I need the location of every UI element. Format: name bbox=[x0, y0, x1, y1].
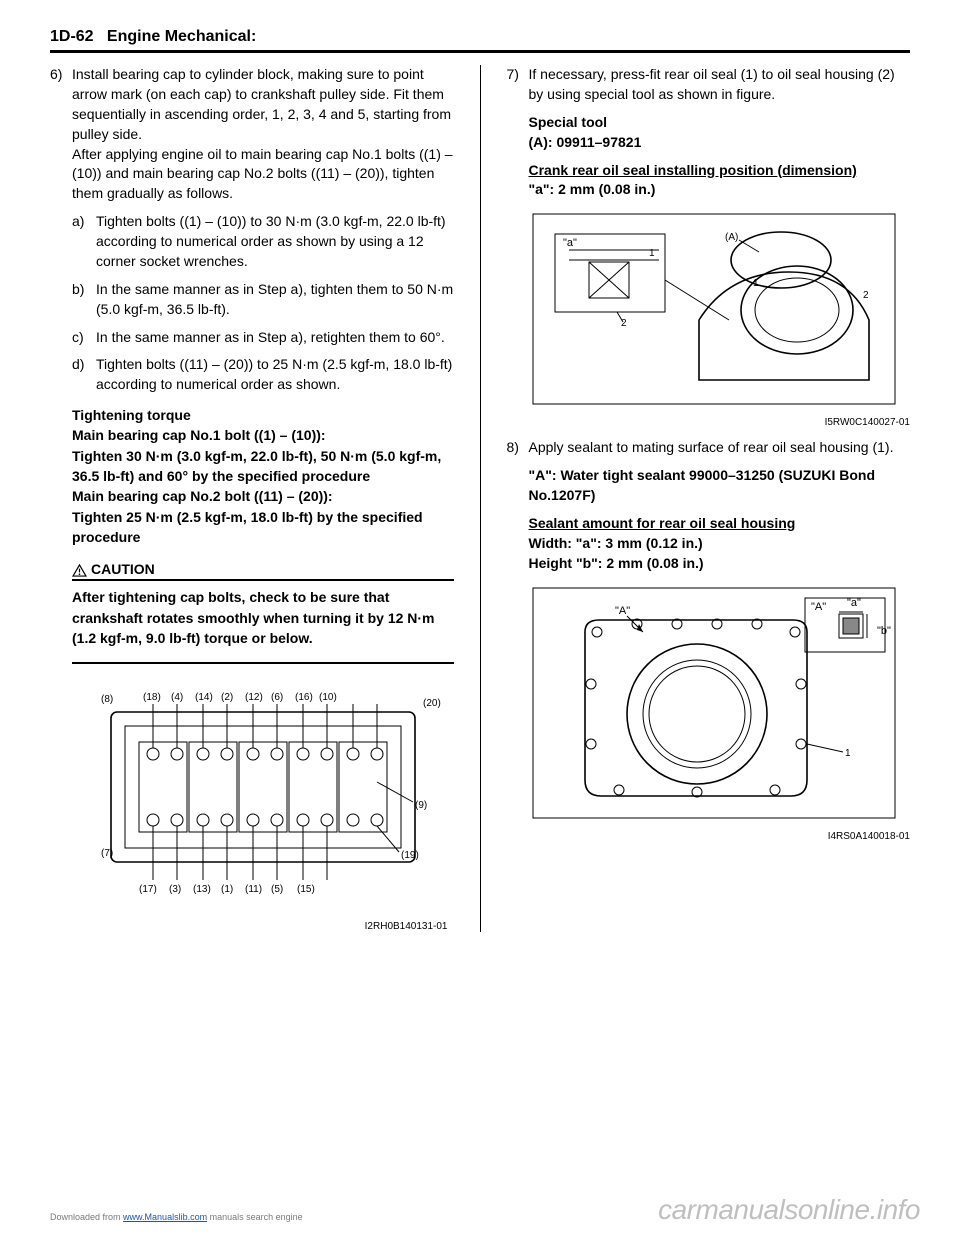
torque-title: Tightening torque bbox=[72, 405, 454, 425]
caution-heading: CAUTION bbox=[72, 561, 454, 581]
step-number: 7) bbox=[507, 65, 529, 105]
svg-text:(20): (20) bbox=[423, 698, 441, 709]
figure-caption: I5RW0C140027-01 bbox=[529, 417, 911, 428]
substep-letter: d) bbox=[72, 355, 96, 395]
svg-text:(A): (A) bbox=[725, 232, 738, 243]
step-8: 8) Apply sealant to mating surface of re… bbox=[507, 438, 911, 458]
footer-watermark: carmanualsonline.info bbox=[658, 1194, 920, 1226]
sealant-height: Height "b": 2 mm (0.08 in.) bbox=[529, 554, 911, 574]
warning-icon bbox=[72, 564, 87, 577]
substep-text: Tighten bolts ((1) – (10)) to 30 N·m (3.… bbox=[96, 212, 454, 272]
sealant-line: "A": Water tight sealant 99000–31250 (SU… bbox=[529, 466, 911, 506]
substep-d: d) Tighten bolts ((11) – (20)) to 25 N·m… bbox=[72, 355, 454, 395]
svg-text:1: 1 bbox=[649, 248, 655, 259]
svg-text:"a": "a" bbox=[847, 597, 861, 609]
svg-text:(16): (16) bbox=[295, 692, 313, 703]
svg-text:(3): (3) bbox=[169, 884, 181, 895]
section-title: Engine Mechanical: bbox=[107, 28, 256, 45]
svg-text:"A": "A" bbox=[615, 605, 630, 617]
special-tool-code: (A): 09911–97821 bbox=[529, 133, 911, 153]
svg-text:1: 1 bbox=[845, 748, 851, 759]
figure-press-fit: "a" 1 2 (A) 1 2 I5RW0C140027-0 bbox=[529, 210, 911, 428]
svg-text:(17): (17) bbox=[139, 884, 157, 895]
section-number: 1D-62 bbox=[50, 28, 94, 45]
figure-bolt-order: (8) (20) (18) (4) (14) (2) (12) (6) (16)… bbox=[72, 682, 454, 932]
step-text: Install bearing cap to cylinder block, m… bbox=[72, 65, 454, 204]
figure-sealant-housing: "A" "a" "b" bbox=[529, 584, 911, 842]
substep-text: In the same manner as in Step a), retigh… bbox=[96, 328, 454, 348]
figure-caption: I4RS0A140018-01 bbox=[529, 831, 911, 842]
special-tool-block: Special tool (A): 09911–97821 bbox=[529, 113, 911, 153]
sealant-amount-title: Sealant amount for rear oil seal housing bbox=[529, 514, 911, 534]
torque-line: Main bearing cap No.1 bolt ((1) – (10)): bbox=[72, 425, 454, 445]
substep-c: c) In the same manner as in Step a), ret… bbox=[72, 328, 454, 348]
svg-text:(8): (8) bbox=[101, 694, 113, 705]
svg-text:2: 2 bbox=[863, 290, 869, 301]
substep-letter: a) bbox=[72, 212, 96, 272]
svg-text:(5): (5) bbox=[271, 884, 283, 895]
svg-text:(2): (2) bbox=[221, 692, 233, 703]
torque-line: Main bearing cap No.2 bolt ((11) – (20))… bbox=[72, 486, 454, 506]
svg-text:(1): (1) bbox=[221, 884, 233, 895]
svg-text:(18): (18) bbox=[143, 692, 161, 703]
step-number: 8) bbox=[507, 438, 529, 458]
footer-source: Downloaded from www.Manualslib.com manua… bbox=[50, 1212, 303, 1222]
step-number: 6) bbox=[50, 65, 72, 204]
special-tool-title: Special tool bbox=[529, 113, 911, 133]
footer-pre: Downloaded from bbox=[50, 1212, 123, 1222]
svg-text:(10): (10) bbox=[319, 692, 337, 703]
substep-a: a) Tighten bolts ((1) – (10)) to 30 N·m … bbox=[72, 212, 454, 272]
sealant-spec: "A": Water tight sealant 99000–31250 (SU… bbox=[529, 466, 911, 506]
crank-position-title: Crank rear oil seal installing position … bbox=[529, 161, 911, 181]
caution-label: CAUTION bbox=[91, 561, 155, 577]
svg-text:"A": "A" bbox=[811, 601, 826, 613]
sealant-width: Width: "a": 3 mm (0.12 in.) bbox=[529, 534, 911, 554]
svg-text:(7): (7) bbox=[101, 848, 113, 859]
svg-text:(15): (15) bbox=[297, 884, 315, 895]
column-divider bbox=[480, 65, 481, 932]
footer-post: manuals search engine bbox=[207, 1212, 303, 1222]
figure-caption: I2RH0B140131-01 bbox=[72, 921, 454, 932]
content-columns: 6) Install bearing cap to cylinder block… bbox=[50, 65, 910, 932]
svg-text:1: 1 bbox=[753, 278, 759, 289]
page-header: 1D-62 Engine Mechanical: bbox=[50, 28, 910, 53]
svg-text:(9): (9) bbox=[415, 800, 427, 811]
footer-link[interactable]: www.Manualslib.com bbox=[123, 1212, 207, 1222]
svg-text:(6): (6) bbox=[271, 692, 283, 703]
caution-body: After tightening cap bolts, check to be … bbox=[72, 587, 454, 664]
substep-letter: c) bbox=[72, 328, 96, 348]
svg-text:"a": "a" bbox=[563, 237, 577, 249]
svg-text:(13): (13) bbox=[193, 884, 211, 895]
svg-text:(19): (19) bbox=[401, 850, 419, 861]
right-column: 7) If necessary, press-fit rear oil seal… bbox=[507, 65, 911, 932]
step-6: 6) Install bearing cap to cylinder block… bbox=[50, 65, 454, 204]
substep-text: Tighten bolts ((11) – (20)) to 25 N·m (2… bbox=[96, 355, 454, 395]
step-7: 7) If necessary, press-fit rear oil seal… bbox=[507, 65, 911, 105]
svg-text:(14): (14) bbox=[195, 692, 213, 703]
torque-line: Tighten 25 N·m (2.5 kgf-m, 18.0 lb-ft) b… bbox=[72, 507, 454, 548]
substep-letter: b) bbox=[72, 280, 96, 320]
svg-text:(12): (12) bbox=[245, 692, 263, 703]
svg-text:(4): (4) bbox=[171, 692, 183, 703]
tightening-torque-block: Tightening torque Main bearing cap No.1 … bbox=[72, 405, 454, 547]
sealant-amount-block: Sealant amount for rear oil seal housing… bbox=[529, 514, 911, 574]
svg-text:"b": "b" bbox=[877, 625, 891, 637]
crank-position-block: Crank rear oil seal installing position … bbox=[529, 161, 911, 201]
step-text: Apply sealant to mating surface of rear … bbox=[529, 438, 911, 458]
substep-b: b) In the same manner as in Step a), tig… bbox=[72, 280, 454, 320]
substep-text: In the same manner as in Step a), tighte… bbox=[96, 280, 454, 320]
left-column: 6) Install bearing cap to cylinder block… bbox=[50, 65, 454, 932]
svg-text:(11): (11) bbox=[245, 884, 262, 895]
step-text: If necessary, press-fit rear oil seal (1… bbox=[529, 65, 911, 105]
crank-position-dim: "a": 2 mm (0.08 in.) bbox=[529, 180, 911, 200]
torque-line: Tighten 30 N·m (3.0 kgf-m, 22.0 lb-ft), … bbox=[72, 446, 454, 487]
